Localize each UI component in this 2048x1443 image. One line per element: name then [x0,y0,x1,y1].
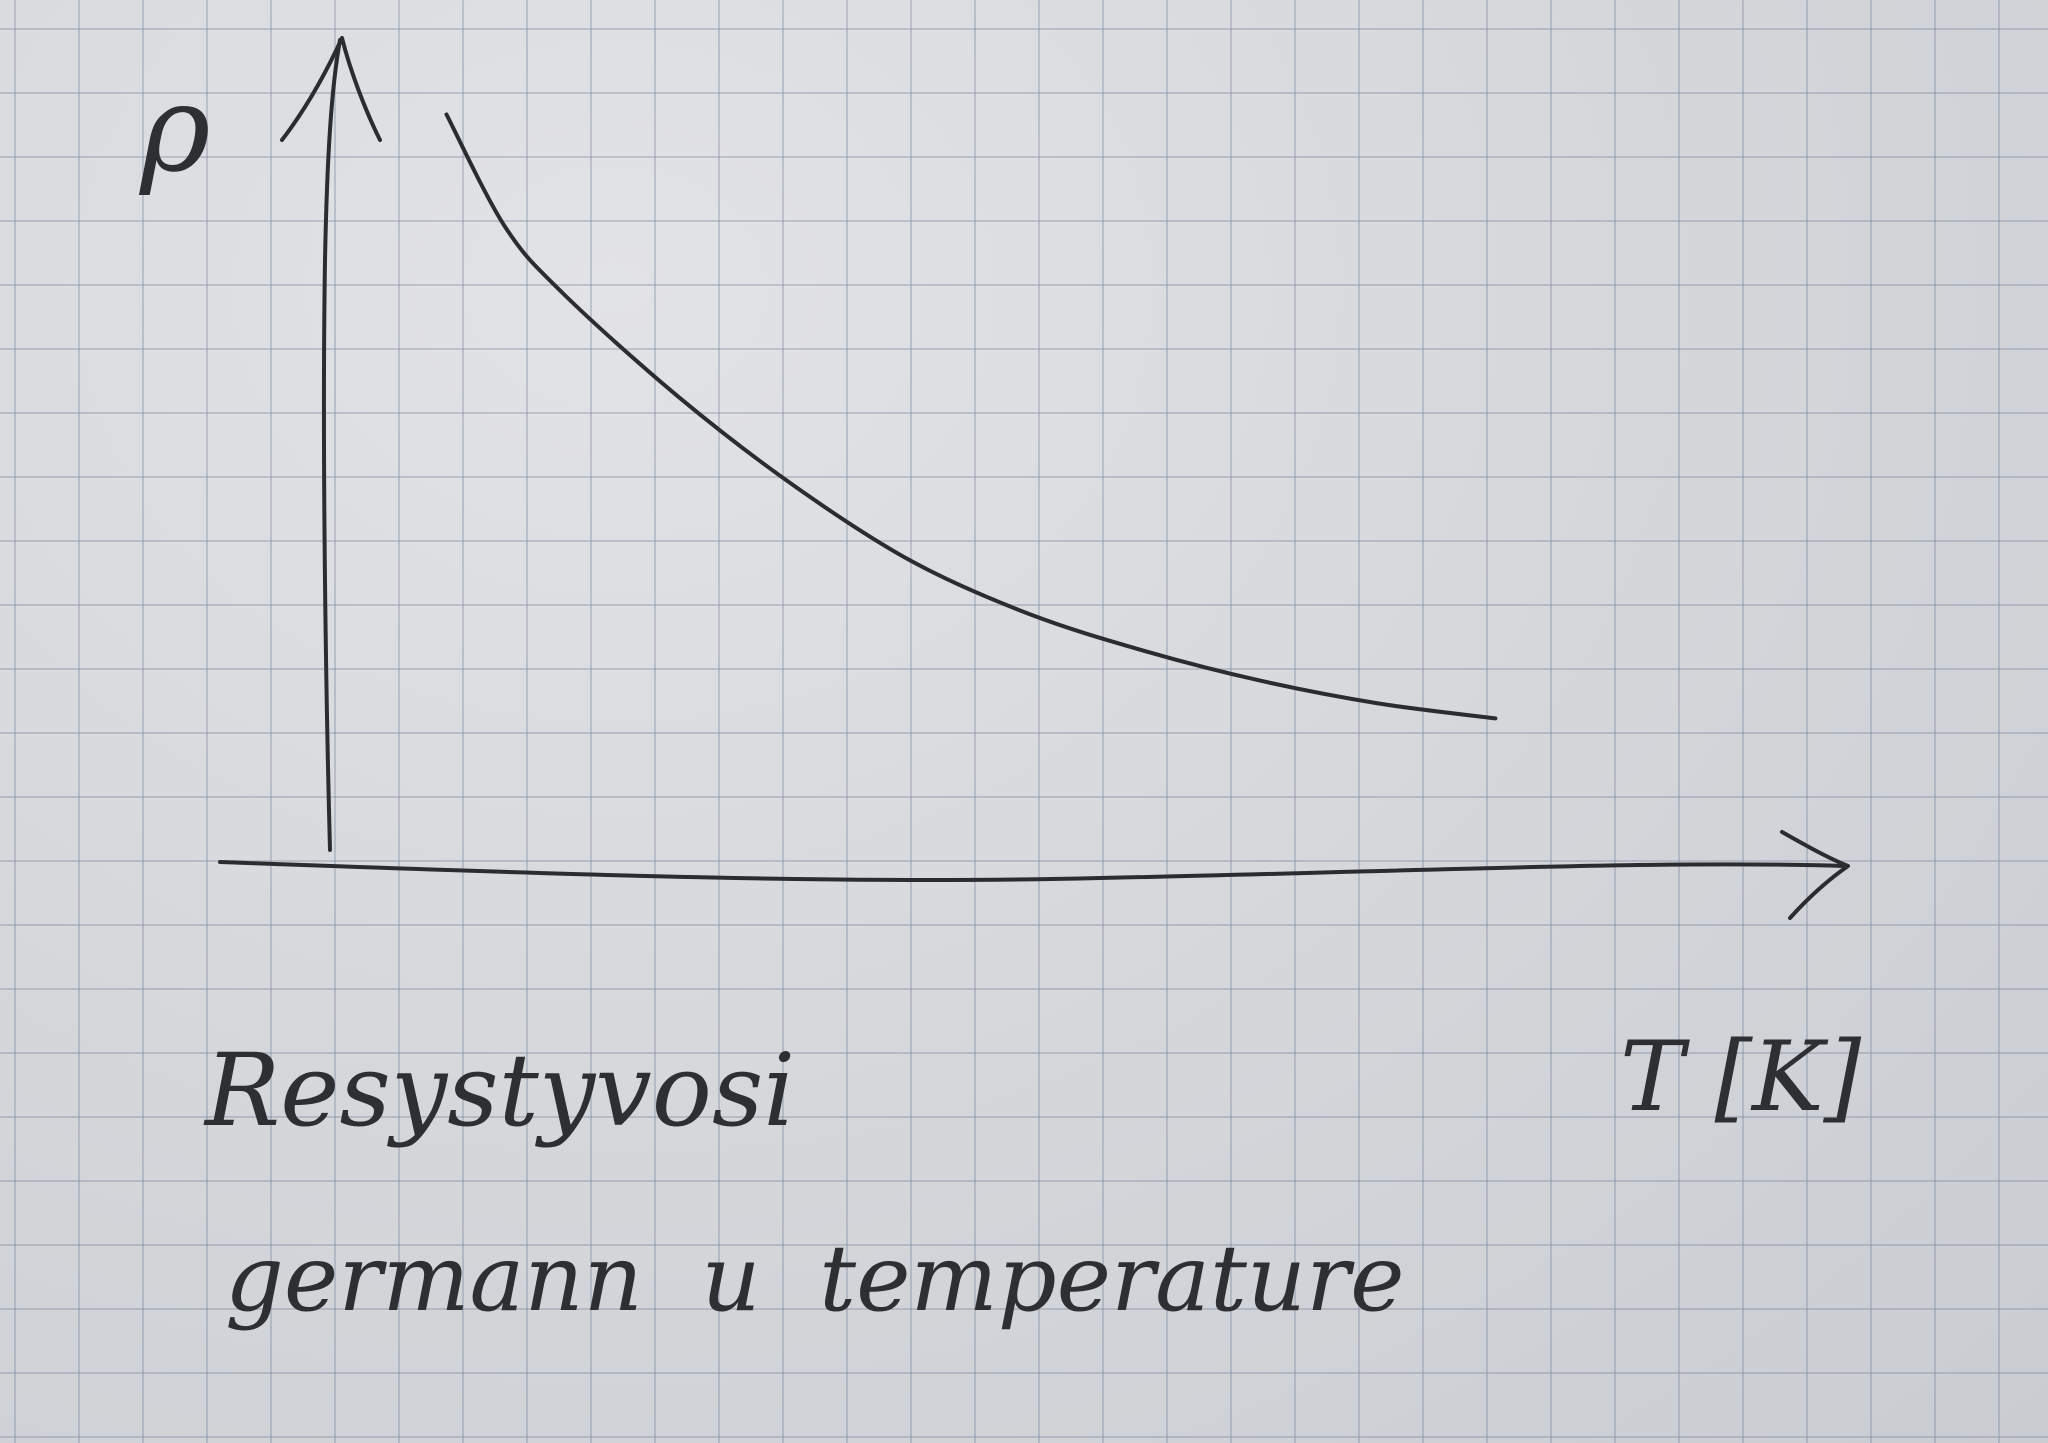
series-line [444,112,1498,721]
y-axis [321,38,342,852]
x-axis-arrowhead [1780,830,1850,920]
y-axis-arrowhead [280,36,382,142]
caption-line-2: germann u temperature [225,1225,1405,1332]
y-axis-label: ρ [138,60,211,199]
caption-line-1: Resystyvosi [203,1032,795,1149]
x-axis-label: T [K] [1620,1021,1862,1133]
x-axis [218,860,1847,882]
